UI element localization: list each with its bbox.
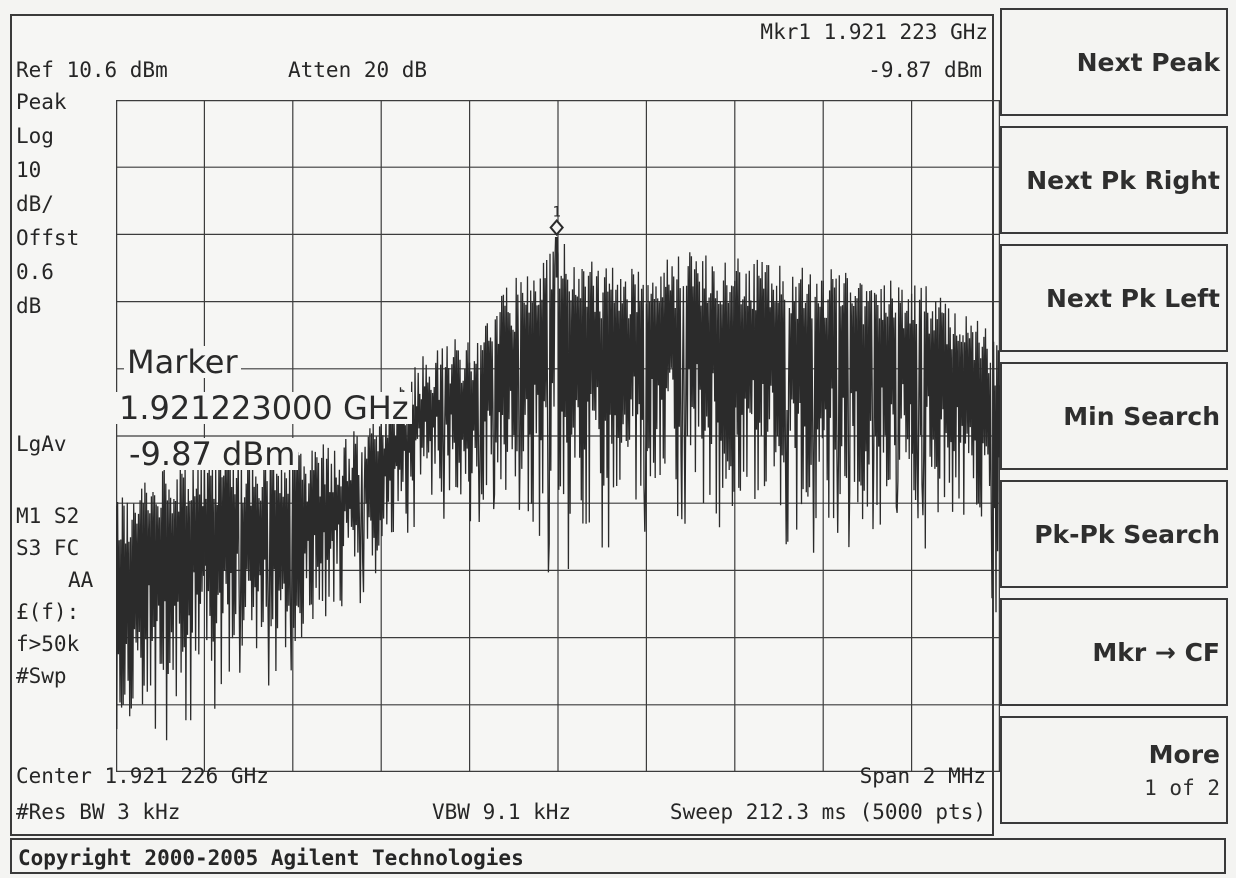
copyright-bar: Copyright 2000-2005 Agilent Technologies bbox=[10, 838, 1226, 874]
softkey-pk-pk-search[interactable]: Pk-Pk Search bbox=[1000, 480, 1228, 588]
scale-value: 10 bbox=[16, 158, 42, 182]
span-readout: Span 2 MHz bbox=[859, 764, 986, 788]
average-type: LgAv bbox=[16, 432, 67, 456]
ref-level: Ref 10.6 dBm bbox=[16, 58, 168, 82]
softkey-mkr-to-cf[interactable]: Mkr → CF bbox=[1000, 598, 1228, 706]
status-line-3: AA bbox=[68, 568, 94, 592]
sweep-mode-label: #Swp bbox=[16, 664, 67, 688]
offset-filter-label: f>50k bbox=[16, 632, 80, 656]
offset-label: Offst bbox=[16, 226, 80, 250]
scale-unit: dB/ bbox=[16, 192, 54, 216]
softkey-next-pk-right[interactable]: Next Pk Right bbox=[1000, 126, 1228, 234]
copyright-text: Copyright 2000-2005 Agilent Technologies bbox=[18, 846, 524, 870]
status-line-2: S3 FC bbox=[16, 536, 80, 560]
softkey-label: More bbox=[1148, 740, 1220, 769]
offset-unit: dB bbox=[16, 294, 42, 318]
marker-frequency-readout: Mkr1 1.921 223 GHz bbox=[760, 20, 988, 44]
softkey-label: Next Pk Left bbox=[1045, 284, 1220, 313]
phase-noise-label: £(f): bbox=[16, 600, 80, 624]
softkey-label: Mkr → CF bbox=[1092, 638, 1220, 667]
softkey-label: Min Search bbox=[1063, 402, 1220, 431]
spectrum-trace bbox=[116, 236, 1000, 741]
softkey-min-search[interactable]: Min Search bbox=[1000, 362, 1228, 470]
marker-1[interactable]: 1 bbox=[549, 205, 564, 278]
marker-readout-frequency: 1.921223000 GHz bbox=[116, 392, 412, 424]
marker-readout-box: Marker 1.921223000 GHz -9.87 dBm bbox=[116, 346, 464, 486]
scale-type: Log bbox=[16, 124, 54, 148]
marker-1-number: 1 bbox=[552, 205, 560, 221]
spectrum-graticule: 1 bbox=[116, 100, 1000, 772]
sweep-time: Sweep 212.3 ms (5000 pts) bbox=[669, 800, 986, 824]
softkey-label: Next Pk Right bbox=[1026, 166, 1220, 195]
offset-value: 0.6 bbox=[16, 260, 54, 284]
softkey-page-indicator: 1 of 2 bbox=[1144, 776, 1220, 800]
video-bandwidth: VBW 9.1 kHz bbox=[432, 800, 572, 824]
status-line-1: M1 S2 bbox=[16, 504, 80, 528]
softkey-panel: Next Peak Next Pk Right Next Pk Left Min… bbox=[1000, 0, 1232, 830]
marker-1-diamond-icon bbox=[549, 219, 564, 237]
softkey-label: Pk-Pk Search bbox=[1034, 520, 1220, 549]
center-frequency: Center 1.921 226 GHz bbox=[16, 764, 269, 788]
analyzer-screen: Ref 10.6 dBm Atten 20 dB Mkr1 1.921 223 … bbox=[10, 14, 1000, 836]
softkey-next-peak[interactable]: Next Peak bbox=[1000, 8, 1228, 116]
marker-readout-amplitude: -9.87 dBm bbox=[126, 438, 299, 470]
resolution-bandwidth: #Res BW 3 kHz bbox=[16, 800, 181, 824]
softkey-next-pk-left[interactable]: Next Pk Left bbox=[1000, 244, 1228, 352]
detector-label: Peak bbox=[16, 90, 67, 114]
marker-readout-title: Marker bbox=[124, 346, 241, 378]
attenuation: Atten 20 dB bbox=[288, 58, 428, 82]
marker-amplitude-readout: -9.87 dBm bbox=[868, 58, 982, 82]
softkey-more[interactable]: More 1 of 2 bbox=[1000, 716, 1228, 824]
softkey-label: Next Peak bbox=[1076, 48, 1220, 77]
